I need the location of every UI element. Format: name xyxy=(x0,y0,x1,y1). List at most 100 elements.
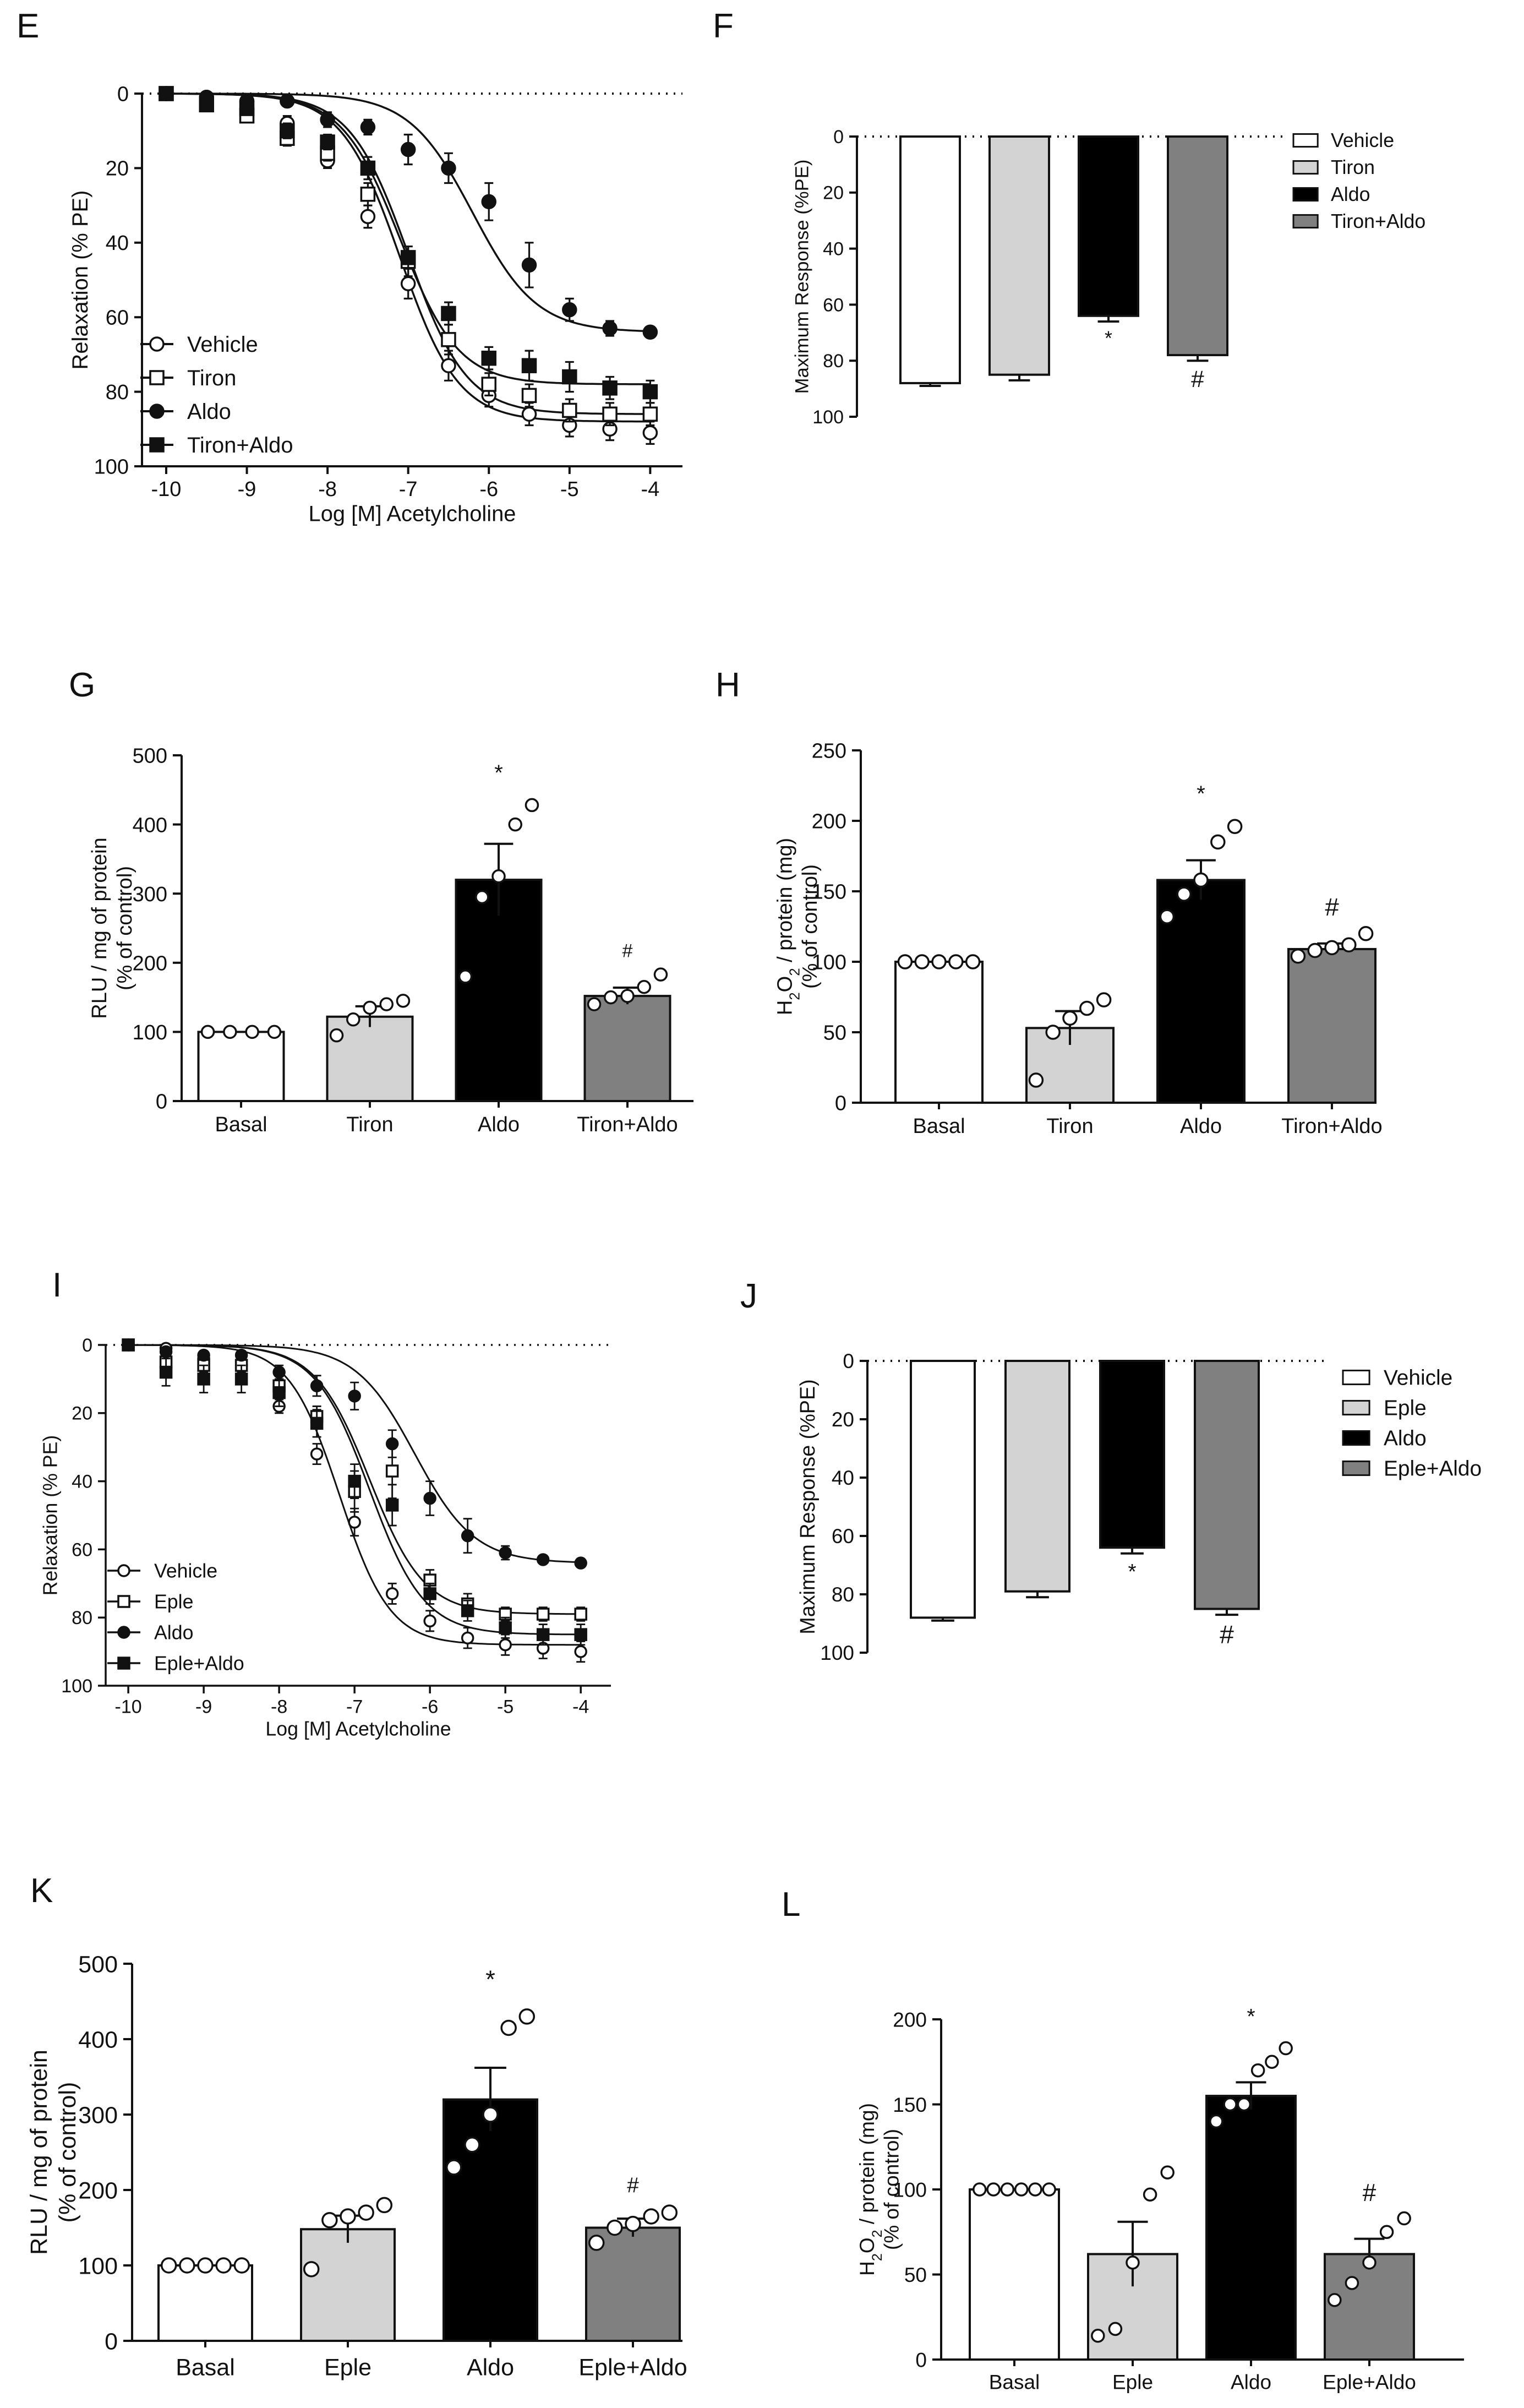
data-point-eple-aldo xyxy=(1379,2225,1394,2239)
significance-marker-combo: # xyxy=(1220,1620,1234,1649)
y-tick-label: 50 xyxy=(823,1022,846,1045)
y-axis-label: Maximum Response (%PE) xyxy=(792,160,813,394)
panel-label-f: F xyxy=(713,7,734,45)
data-point-aldo xyxy=(461,1529,474,1543)
data-point-aldo xyxy=(280,93,295,109)
legend-label: Vehicle xyxy=(1331,129,1394,151)
bar-vehicle xyxy=(910,1360,976,1619)
legend-label: Aldo xyxy=(154,1622,193,1644)
data-point-eple-aldo xyxy=(122,1338,135,1352)
y-tick-label: 400 xyxy=(133,814,167,837)
legend-label: Vehicle xyxy=(154,1560,217,1582)
y-tick-label: 60 xyxy=(832,1525,854,1548)
chart-panel-h: 0 50 100 150 200 250 H2O2 / protein (mg) (% of … xyxy=(774,740,1383,1138)
data-point-aldo xyxy=(1279,2041,1293,2056)
y-tick-label: 20 xyxy=(106,157,129,181)
y-tick-label: 0 xyxy=(835,1092,846,1115)
data-point-aldo xyxy=(159,1345,173,1359)
data-point-eple-aldo xyxy=(536,1628,550,1641)
y-axis-label: RLU / mg of protein (% of control) xyxy=(88,837,136,1018)
data-point-aldo xyxy=(500,2019,517,2036)
data-point-tiron-aldo xyxy=(280,123,295,139)
chart-panel-l: 0 50 100 150 200 H2O2 / protein (mg) (% of con… xyxy=(856,2005,1464,2394)
x-tick-label: -10 xyxy=(151,478,182,501)
panel-label-h: H xyxy=(715,666,740,704)
legend-swatch xyxy=(1342,1430,1370,1446)
data-point-basal xyxy=(233,2257,250,2274)
legend-label: Eple xyxy=(1384,1396,1427,1420)
legend-label: Tiron xyxy=(1331,156,1375,178)
y-tick-label: 250 xyxy=(812,740,846,763)
data-point-eple-aldo xyxy=(1345,2276,1359,2290)
data-point-eple xyxy=(536,1608,550,1621)
data-point-tiron-aldo xyxy=(521,358,537,373)
data-point-aldo xyxy=(320,112,335,128)
y-tick-label: 20 xyxy=(72,1403,92,1424)
data-point-tiron-aldo xyxy=(562,369,577,385)
data-point-eple xyxy=(358,2204,374,2221)
x-axis-label: Log [M] Acetylcholine xyxy=(309,502,516,526)
data-point-tiron xyxy=(363,1000,377,1015)
data-point-aldo xyxy=(360,119,376,135)
data-point-basal xyxy=(986,2182,1001,2197)
x-tick-label: Aldo xyxy=(1231,2371,1271,2394)
data-point-tiron-aldo xyxy=(637,980,651,994)
y-tick-label: 80 xyxy=(832,1583,854,1606)
data-point-tiron xyxy=(1096,992,1112,1007)
data-point-tiron xyxy=(329,1028,344,1043)
panel-label-g: G xyxy=(69,666,95,704)
y-axis-label: H2O2 / protein (mg) (% of control) xyxy=(856,2103,903,2276)
significance-marker-combo: # xyxy=(1191,367,1204,393)
data-point-aldo xyxy=(385,1437,399,1451)
y-tick-label: 60 xyxy=(106,307,129,330)
y-tick-label: 0 xyxy=(82,1335,92,1356)
y-tick-label: 40 xyxy=(106,232,129,255)
panel-label-i: I xyxy=(52,1266,62,1304)
bar-eple-aldo xyxy=(1324,2253,1415,2361)
data-point-basal xyxy=(197,2257,214,2274)
data-point-tiron xyxy=(1079,1000,1095,1016)
y-tick-label: 100 xyxy=(133,1021,167,1044)
data-point-eple-aldo xyxy=(499,1621,512,1635)
chart-panel-e: 0 20 40 60 80 100 -10 -9 -8 -7 -6 -5 -4 Log [M] Acety… xyxy=(68,83,682,526)
y-tick-label: 100 xyxy=(94,455,129,478)
data-point-aldo xyxy=(1265,2055,1279,2069)
data-point-vehicle xyxy=(360,209,376,225)
data-point-eple xyxy=(321,2212,338,2229)
x-tick-label: -8 xyxy=(271,1697,287,1718)
y-tick-label: 0 xyxy=(915,2349,927,2371)
y-tick-label: 100 xyxy=(893,2178,927,2201)
data-point-eple-aldo xyxy=(234,1372,248,1386)
significance-marker-aldo: * xyxy=(1247,2005,1255,2029)
bar-tiron-aldo xyxy=(1287,947,1376,1104)
legend-label: Vehicle xyxy=(187,333,258,357)
data-point-eple-aldo xyxy=(423,1587,436,1600)
data-point-basal xyxy=(948,954,964,969)
legend-marker xyxy=(117,1657,130,1670)
data-point-aldo xyxy=(525,798,539,813)
bar-basal xyxy=(157,2264,253,2342)
bar-aldo xyxy=(1205,2095,1297,2361)
data-point-tiron xyxy=(396,994,411,1008)
data-point-basal xyxy=(1014,2182,1029,2197)
y-tick-label: 500 xyxy=(78,1951,118,1977)
data-point-vehicle xyxy=(310,1447,324,1461)
data-point-aldo xyxy=(481,194,496,210)
x-tick-label: -8 xyxy=(318,478,337,501)
data-point-basal xyxy=(965,954,981,969)
data-point-vehicle xyxy=(461,1631,474,1645)
legend-marker xyxy=(149,437,165,453)
data-point-tiron xyxy=(521,388,537,404)
y-tick-label: 50 xyxy=(904,2264,927,2286)
legend-marker xyxy=(149,370,165,385)
data-point-vehicle xyxy=(574,1645,587,1658)
data-point-aldo xyxy=(445,2159,462,2176)
data-point-aldo xyxy=(1209,2114,1223,2129)
y-tick-label: 20 xyxy=(823,183,844,204)
chart-panel-g: 0 100 200 300 400 500 RLU / mg of protein (% of… xyxy=(88,745,693,1136)
x-tick-label: -4 xyxy=(641,478,659,501)
y-tick-label: 100 xyxy=(78,2253,118,2279)
legend-label: Eple xyxy=(154,1591,193,1613)
x-tick-label: -5 xyxy=(497,1697,514,1718)
